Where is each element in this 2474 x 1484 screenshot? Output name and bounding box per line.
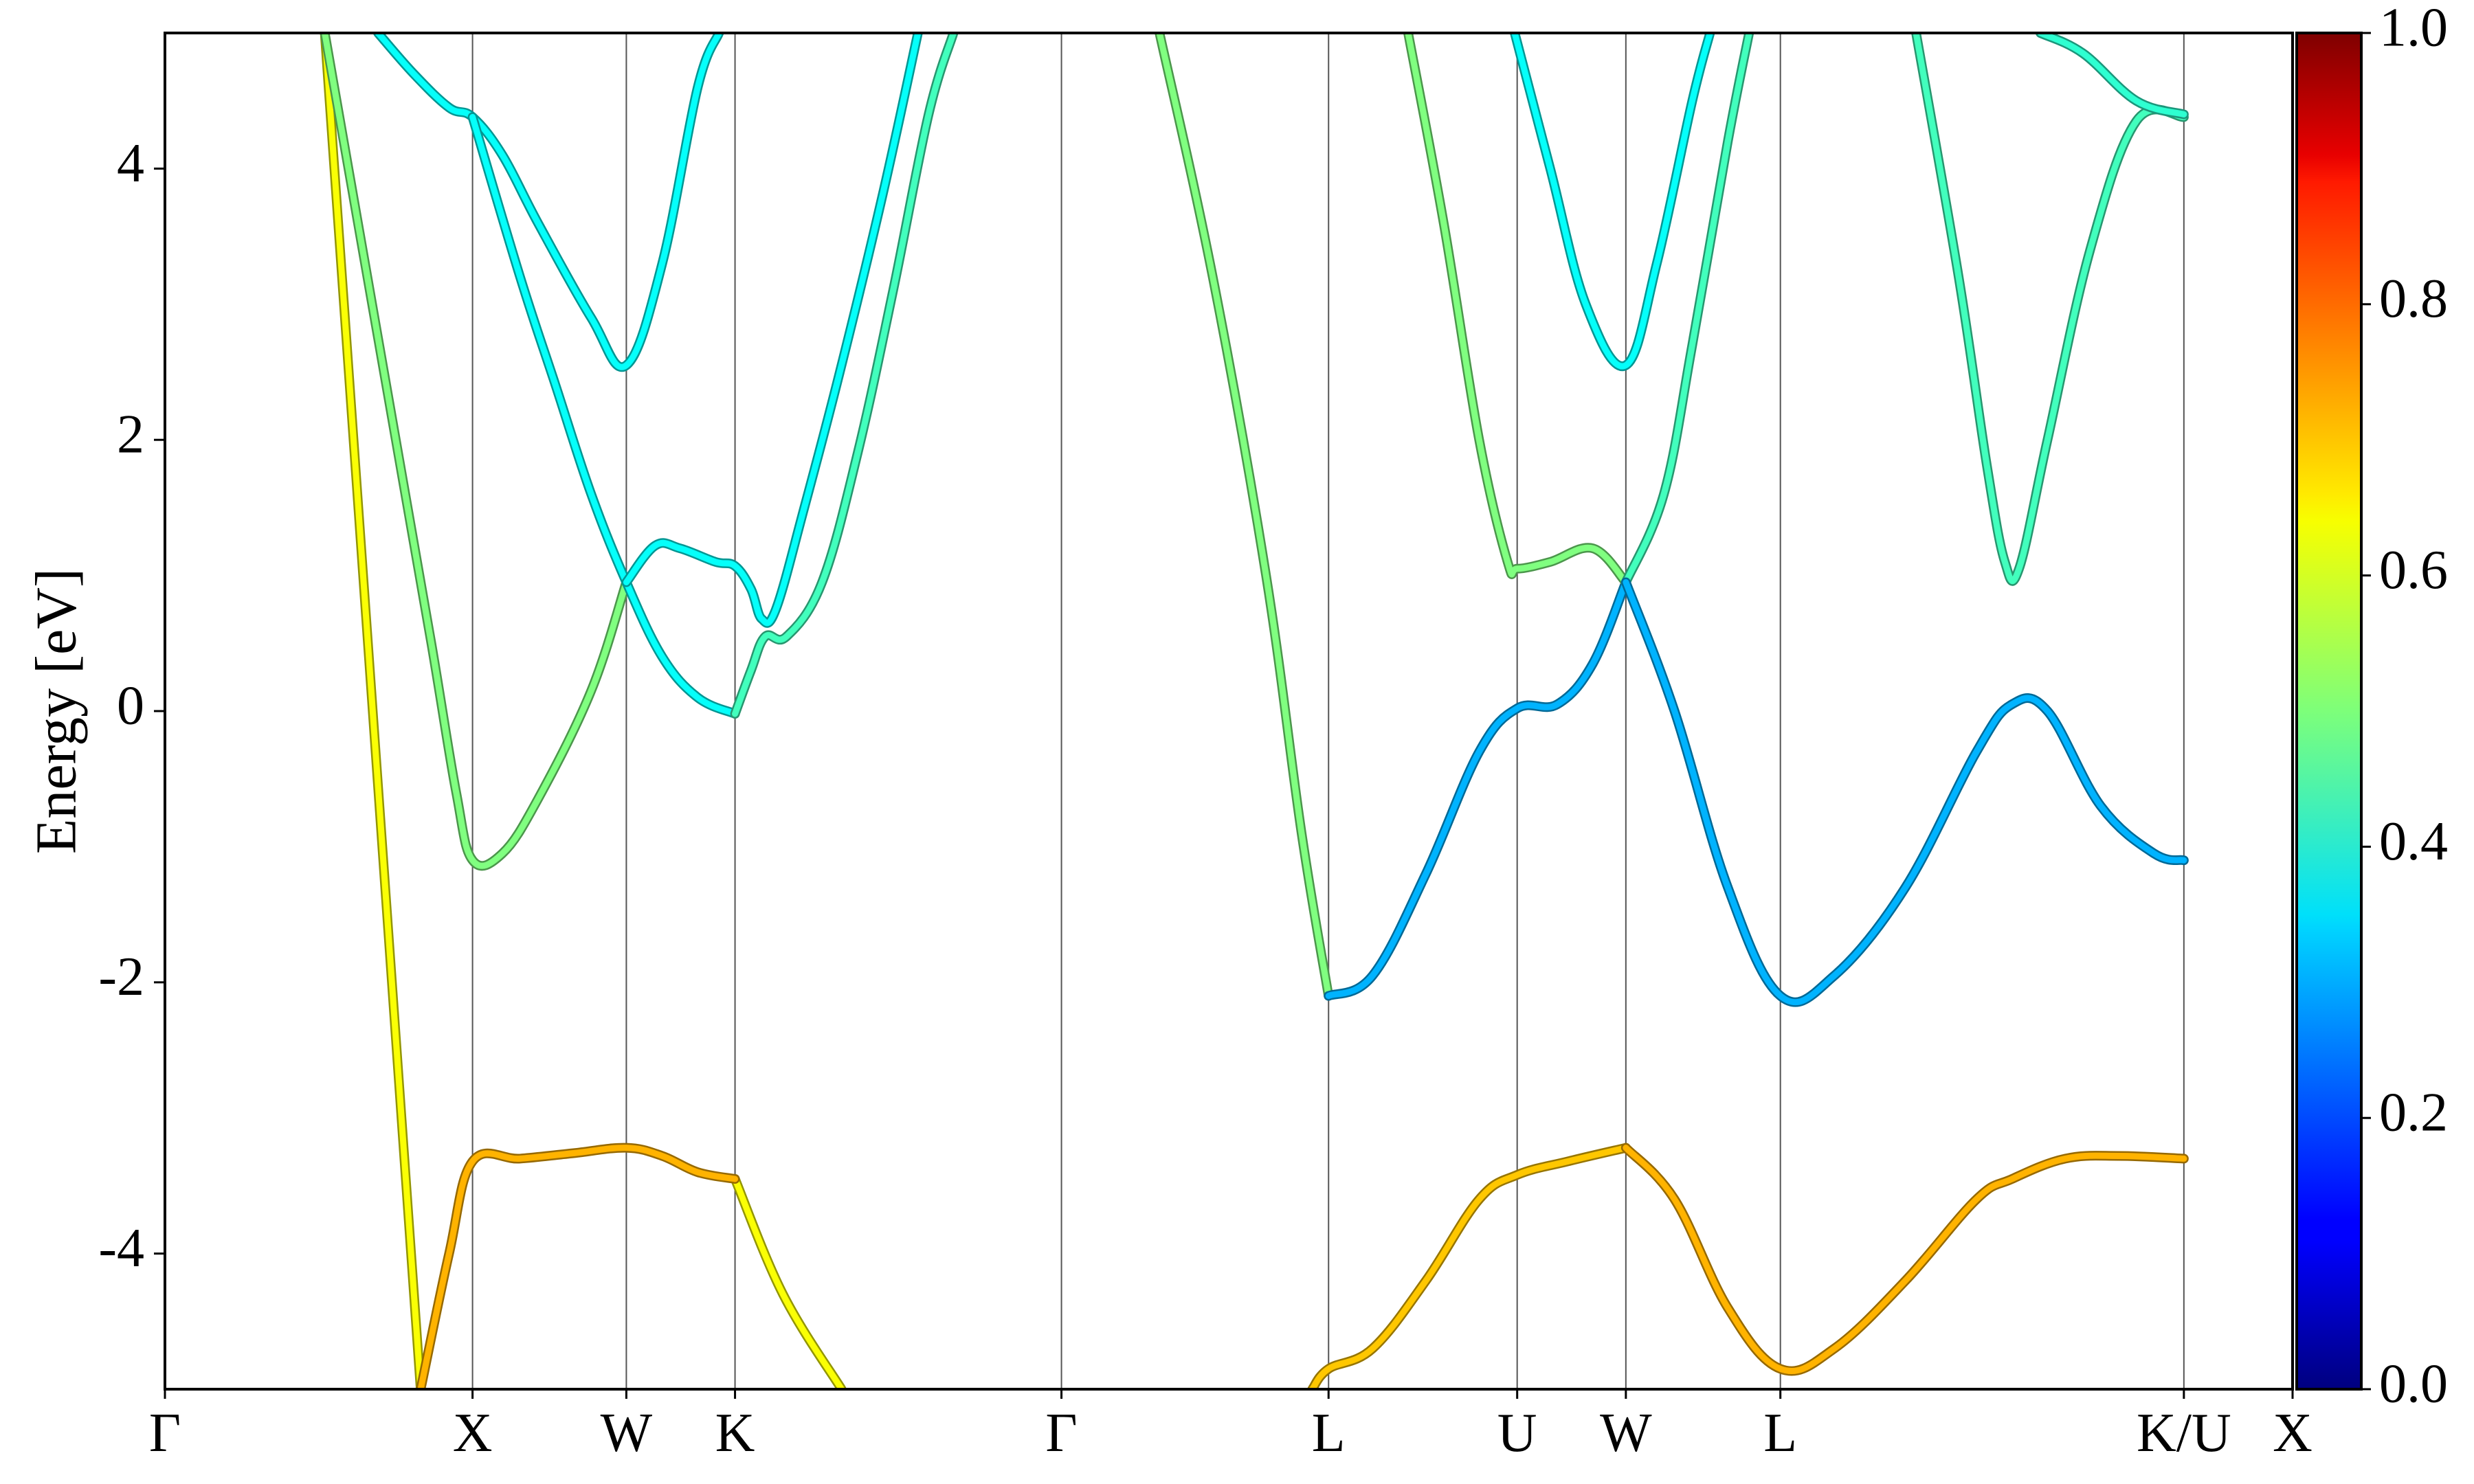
band-line <box>623 33 922 627</box>
band-line <box>1325 578 1629 1000</box>
band-line-outline <box>1324 577 1631 1001</box>
y-tick-label: -4 <box>98 1218 144 1279</box>
y-axis: 4 2 0 -2 -4 <box>98 133 165 1279</box>
colorbar-tick-label: 1.0 <box>2379 0 2448 58</box>
band-line <box>732 1176 845 1389</box>
colorbar-tick-label: 0.2 <box>2379 1083 2448 1143</box>
plot-frame <box>164 32 2294 1391</box>
colorbar-tick-label: 0.0 <box>2379 1353 2448 1414</box>
band-line <box>375 33 722 370</box>
band-line <box>322 33 629 869</box>
band-line-outline <box>2036 33 2189 120</box>
x-tick-label: X <box>2273 1403 2313 1463</box>
band-line-outline <box>416 1143 740 1389</box>
band-line <box>1511 33 1713 370</box>
band-line <box>1913 33 2187 585</box>
colorbar-tick-label: 0.8 <box>2379 269 2448 329</box>
y-tick-label: 4 <box>117 133 144 194</box>
band-line <box>732 33 957 717</box>
y-tick-label: 2 <box>117 405 144 465</box>
x-tick-label: L <box>1763 1403 1797 1463</box>
band-line <box>469 113 739 717</box>
band-line-outline <box>467 112 740 719</box>
band-line <box>2037 33 2187 117</box>
colorbar-tick-label: 0.6 <box>2379 540 2448 600</box>
band-line-outline <box>730 1174 847 1389</box>
band-line-outline <box>1307 1143 1631 1389</box>
y-axis-label: Energy [eV] <box>24 568 88 854</box>
band-line <box>1156 33 1332 1000</box>
y-tick-label: -2 <box>98 947 144 1007</box>
band-line <box>1623 33 1752 585</box>
colorbar-ticks: 0.0 0.2 0.4 0.6 0.8 1.0 <box>2361 0 2448 1414</box>
x-axis: Γ X W K Γ L U W L K/U X <box>149 1389 2313 1463</box>
band-line-outline <box>621 33 923 628</box>
band-line-outline <box>1620 577 2189 1007</box>
band-line-outline <box>373 33 724 372</box>
colorbar: 0.0 0.2 0.4 0.6 0.8 1.0 <box>2295 0 2448 1414</box>
x-tick-label: K <box>715 1403 755 1463</box>
band-line-outline <box>1510 33 1715 372</box>
band-line <box>1623 578 2187 1006</box>
band-line <box>322 33 424 1389</box>
x-tick-label: W <box>601 1403 653 1463</box>
band-line <box>417 1145 739 1389</box>
colorbar-gradient <box>2295 32 2363 1391</box>
colorbar-tick-label: 0.4 <box>2379 811 2448 872</box>
band-line-outline <box>1620 1143 2189 1376</box>
band-lines <box>320 33 2189 1389</box>
x-tick-label: K/U <box>2137 1403 2231 1463</box>
x-tick-label: L <box>1312 1403 1346 1463</box>
x-tick-label: W <box>1600 1403 1652 1463</box>
x-tick-label: Γ <box>149 1403 181 1463</box>
x-tick-label: Γ <box>1045 1403 1077 1463</box>
x-tick-label: X <box>453 1403 493 1463</box>
band-line <box>1405 33 1629 585</box>
band-line <box>1623 1145 2187 1375</box>
x-tick-label: U <box>1497 1403 1537 1463</box>
y-tick-label: 0 <box>117 675 144 736</box>
band-line <box>1308 1145 1629 1389</box>
